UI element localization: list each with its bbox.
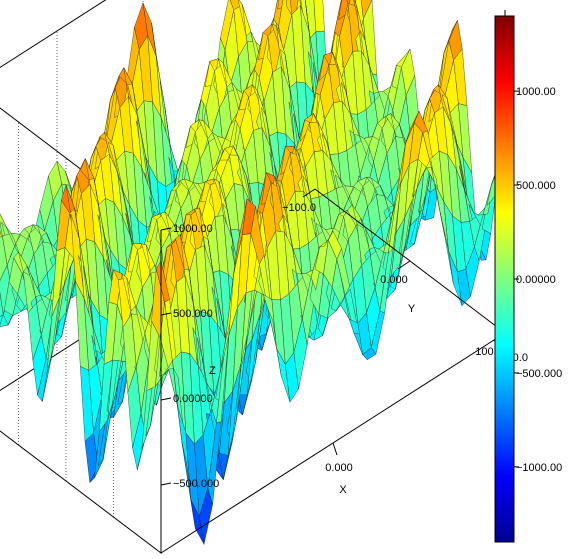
z-tick-label: 0.00000 [173, 393, 213, 405]
z-tick-label: −500.000 [173, 478, 219, 490]
x-tick-label: 0.000 [325, 462, 353, 474]
z-tick [160, 397, 172, 401]
surface-patch [360, 0, 373, 20]
z-tick [160, 227, 172, 231]
y-tick [397, 260, 411, 270]
surface-mesh [0, 0, 506, 545]
colorbar-tick-label: 500.000 [516, 180, 556, 192]
colorbar-tick-label: 1000.00 [516, 86, 556, 98]
z-tick [160, 482, 172, 486]
surface-patch [338, 0, 351, 20]
x-tick [332, 442, 338, 456]
y-axis-title: Y [408, 303, 416, 315]
z-axis-title: Z [209, 365, 216, 377]
colorbar-tick-label: −500.000 [516, 368, 562, 380]
z-tick-label: 500.000 [173, 308, 213, 320]
z-tick [160, 312, 172, 316]
y-tick [302, 188, 316, 198]
colorbar-tick-label: 0.00000 [516, 274, 556, 286]
x-axis-title: X [339, 484, 347, 496]
axis-labels: −100.00.000100.0Y−100.00.000X1000.00500.… [160, 188, 528, 496]
y-tick-label: 0.000 [380, 274, 408, 286]
z-tick-label: 1000.00 [173, 223, 213, 235]
colorbar-gradient [494, 15, 515, 543]
colorbar-tick-label: −1000.00 [516, 462, 562, 474]
colorbar: 1000.00 500.000 0.00000 −500.000 −1000.00 [494, 15, 562, 543]
y-tick-label: −100.0 [282, 202, 316, 214]
